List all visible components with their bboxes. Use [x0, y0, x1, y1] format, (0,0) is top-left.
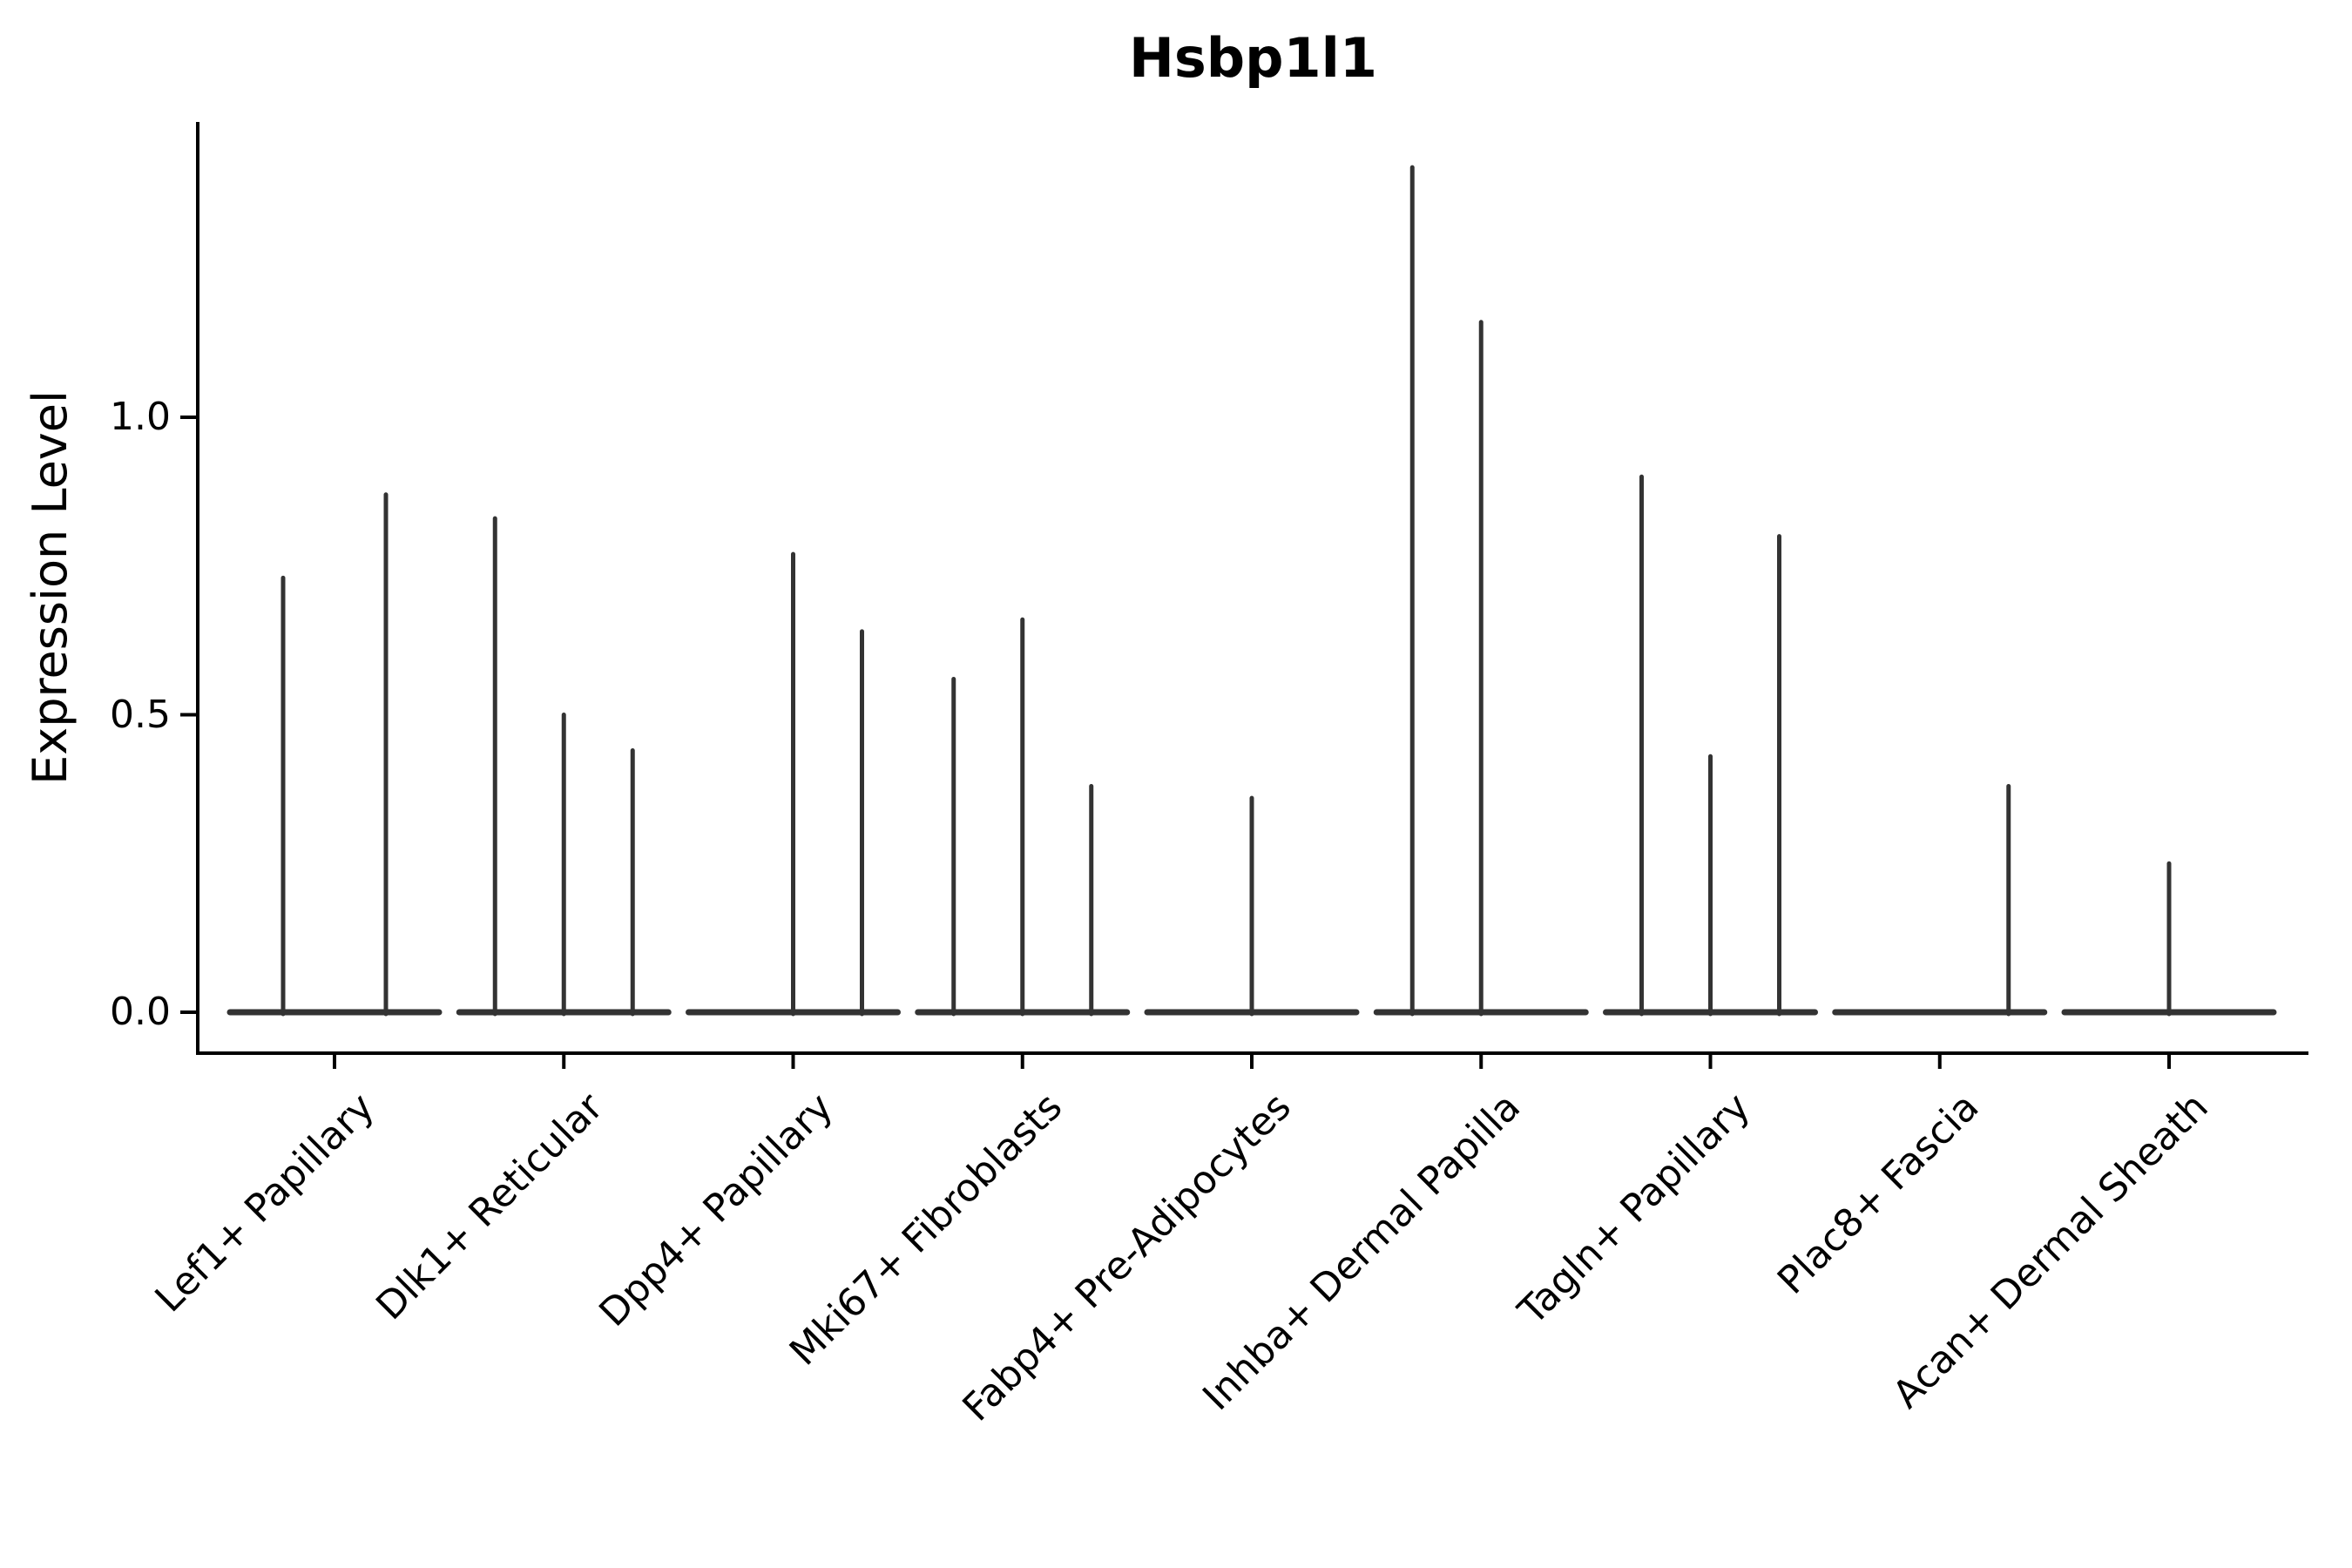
y-axis-label-container: Expression Level: [16, 122, 84, 1053]
y-tick-label: 1.0: [110, 395, 171, 439]
y-tick-label: 0.5: [110, 692, 171, 737]
y-tick-label: 0.0: [110, 990, 171, 1034]
chart-title: Hsbp1l1: [1128, 26, 1378, 90]
